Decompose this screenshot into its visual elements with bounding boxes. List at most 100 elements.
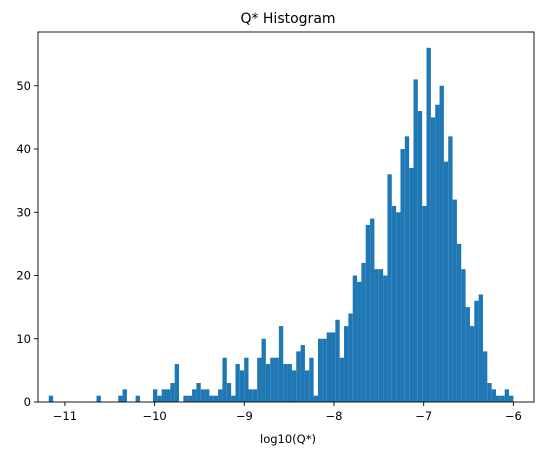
- histogram-bar: [400, 149, 405, 402]
- histogram-bar: [335, 319, 340, 402]
- histogram-bar: [417, 111, 423, 403]
- histogram-bar: [166, 389, 171, 402]
- histogram-bar: [218, 389, 223, 402]
- histogram-bar: [283, 364, 288, 402]
- histogram-bar: [261, 338, 266, 402]
- histogram-bar: [496, 395, 501, 402]
- histogram-bar: [391, 205, 397, 402]
- histogram-bar: [348, 313, 353, 402]
- histogram-bar: [396, 212, 401, 402]
- histogram-bars: [48, 47, 514, 403]
- histogram-bar: [322, 338, 327, 402]
- histogram-bar: [370, 218, 375, 402]
- histogram-bar: [339, 357, 345, 402]
- histogram-bar: [209, 395, 214, 402]
- histogram-bar: [213, 395, 219, 402]
- histogram-bar: [443, 161, 449, 402]
- x-tick-label: −11: [53, 409, 77, 423]
- histogram-bar: [448, 136, 453, 402]
- histogram-bar: [192, 389, 197, 402]
- histogram-bar: [478, 294, 483, 402]
- histogram-bar: [152, 389, 158, 402]
- x-tick-label: −8: [326, 409, 343, 423]
- histogram-bar: [313, 395, 318, 402]
- histogram-bar: [482, 351, 488, 402]
- histogram-bar: [274, 357, 279, 402]
- histogram-bar: [252, 389, 258, 402]
- histogram-bar: [231, 395, 236, 402]
- histogram-bar: [456, 243, 462, 402]
- histogram-bar: [383, 275, 388, 402]
- histogram-bar: [270, 357, 275, 402]
- histogram-bar: [235, 364, 240, 402]
- histogram-bar: [344, 326, 349, 402]
- histogram-bar: [170, 383, 175, 402]
- x-tick-label: −6: [505, 409, 522, 423]
- histogram-bar: [331, 332, 336, 402]
- histogram-bar: [435, 104, 440, 402]
- y-tick-label: 10: [16, 332, 31, 346]
- histogram-bar: [96, 395, 101, 402]
- histogram-bar: [474, 300, 479, 402]
- histogram-bar: [365, 224, 371, 402]
- histogram-bar: [487, 383, 492, 402]
- histogram-bar: [469, 326, 475, 402]
- histogram-bar: [300, 345, 305, 402]
- x-axis-ticks: −11 −10 −9 −8 −7 −6: [53, 402, 522, 423]
- histogram-bar: [122, 389, 127, 402]
- histogram-bar: [439, 85, 444, 402]
- histogram-bar: [205, 389, 210, 402]
- y-axis-ticks: 0 10 20 30 40 50: [16, 79, 38, 409]
- histogram-bar: [422, 205, 427, 402]
- histogram-bar: [239, 370, 245, 402]
- histogram-bar: [426, 47, 431, 403]
- histogram-bar: [509, 395, 514, 402]
- histogram-bar: [161, 389, 167, 402]
- histogram-bar: [465, 307, 470, 402]
- histogram-bar: [387, 174, 392, 402]
- plot-frame: [37, 31, 535, 403]
- histogram-bar: [296, 351, 301, 402]
- histogram-bar: [352, 275, 358, 402]
- x-tick-label: −7: [415, 409, 432, 423]
- histogram-bar: [257, 357, 262, 402]
- histogram-bar: [378, 269, 384, 402]
- histogram-bar: [504, 389, 510, 402]
- histogram-bar: [226, 383, 232, 402]
- y-tick-label: 40: [16, 142, 31, 156]
- histogram-bar: [157, 395, 162, 402]
- histogram-bar: [244, 357, 249, 402]
- histogram-bar: [118, 395, 123, 402]
- y-tick-label: 20: [16, 269, 31, 283]
- histogram-bar: [291, 370, 297, 402]
- histogram-bar: [326, 332, 332, 402]
- y-tick-label: 50: [16, 79, 31, 93]
- histogram-bar: [278, 326, 284, 402]
- histogram-bar: [200, 389, 206, 402]
- histogram-bar: [48, 395, 54, 402]
- histogram-bar: [309, 357, 314, 402]
- histogram-bar: [491, 389, 497, 402]
- y-tick-label: 0: [24, 395, 31, 409]
- x-tick-label: −9: [236, 409, 253, 423]
- histogram-bar: [461, 269, 466, 402]
- histogram-bar: [409, 167, 414, 402]
- histogram-bar: [452, 199, 457, 402]
- histogram-bar: [248, 389, 253, 402]
- histogram-bar: [404, 136, 410, 402]
- histogram-bar: [500, 395, 505, 402]
- y-tick-label: 30: [16, 205, 31, 219]
- histogram-bar: [430, 117, 436, 402]
- histogram-bar: [374, 269, 379, 402]
- histogram-bar: [357, 281, 362, 402]
- histogram-bar: [222, 357, 227, 402]
- histogram-bar: [196, 383, 201, 402]
- chart-title: Q* Histogram: [240, 11, 335, 27]
- histogram-bar: [135, 395, 140, 402]
- histogram-bar: [174, 364, 180, 402]
- histogram-bar: [265, 364, 271, 402]
- histogram-bar: [183, 395, 188, 402]
- x-axis-label: log10(Q*): [260, 432, 316, 446]
- histogram-bar: [187, 395, 193, 402]
